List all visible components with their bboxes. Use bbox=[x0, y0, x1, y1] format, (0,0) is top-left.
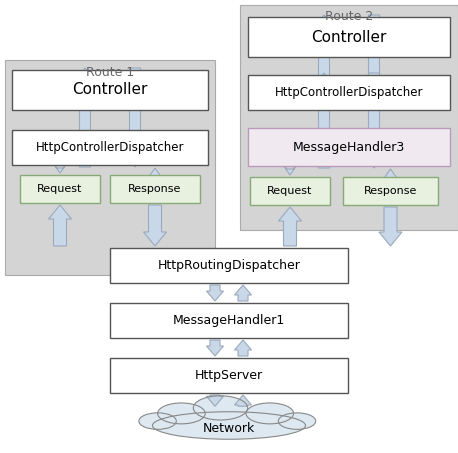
Ellipse shape bbox=[153, 412, 305, 439]
Polygon shape bbox=[234, 340, 251, 356]
Bar bbox=[240, 5, 458, 230]
Ellipse shape bbox=[139, 413, 176, 429]
Text: Route 1: Route 1 bbox=[86, 66, 134, 78]
Bar bbox=[20, 175, 100, 203]
Polygon shape bbox=[314, 73, 334, 168]
Bar bbox=[110, 175, 200, 203]
Polygon shape bbox=[283, 165, 297, 175]
Polygon shape bbox=[314, 15, 334, 112]
Bar bbox=[12, 70, 208, 110]
Polygon shape bbox=[143, 205, 167, 246]
Bar bbox=[250, 177, 330, 205]
Polygon shape bbox=[383, 169, 398, 203]
Text: Controller: Controller bbox=[311, 29, 387, 44]
Polygon shape bbox=[75, 68, 95, 167]
Text: Response: Response bbox=[364, 186, 417, 196]
Polygon shape bbox=[125, 68, 145, 167]
Text: MessageHandler1: MessageHandler1 bbox=[173, 314, 285, 327]
Polygon shape bbox=[379, 207, 402, 246]
Bar bbox=[110, 303, 348, 338]
Bar bbox=[248, 128, 450, 166]
Text: HttpControllerDispatcher: HttpControllerDispatcher bbox=[275, 86, 423, 99]
Polygon shape bbox=[234, 285, 251, 301]
Bar bbox=[110, 248, 348, 283]
Text: HttpRoutingDispatcher: HttpRoutingDispatcher bbox=[158, 259, 300, 272]
Text: Response: Response bbox=[128, 184, 182, 194]
Bar bbox=[248, 17, 450, 57]
Ellipse shape bbox=[278, 413, 316, 429]
Text: Request: Request bbox=[267, 186, 313, 196]
Text: HttpControllerDispatcher: HttpControllerDispatcher bbox=[36, 141, 184, 154]
Ellipse shape bbox=[193, 396, 248, 420]
Polygon shape bbox=[278, 207, 301, 246]
Bar bbox=[12, 130, 208, 165]
Text: Route 2: Route 2 bbox=[325, 10, 373, 24]
Polygon shape bbox=[49, 205, 71, 246]
Ellipse shape bbox=[158, 403, 205, 424]
Polygon shape bbox=[234, 395, 251, 406]
Text: Request: Request bbox=[37, 184, 83, 194]
Text: MessageHandler3: MessageHandler3 bbox=[293, 140, 405, 154]
Bar bbox=[248, 75, 450, 110]
Text: Controller: Controller bbox=[72, 82, 147, 97]
Bar bbox=[5, 60, 215, 275]
Polygon shape bbox=[53, 163, 67, 173]
Bar bbox=[343, 177, 438, 205]
Polygon shape bbox=[148, 168, 162, 201]
Text: HttpServer: HttpServer bbox=[195, 369, 263, 382]
Polygon shape bbox=[207, 340, 224, 356]
Ellipse shape bbox=[246, 403, 294, 424]
Polygon shape bbox=[364, 73, 384, 168]
Text: Network: Network bbox=[203, 422, 255, 435]
Bar bbox=[110, 358, 348, 393]
Polygon shape bbox=[364, 15, 384, 112]
Polygon shape bbox=[207, 395, 224, 406]
Polygon shape bbox=[207, 285, 224, 301]
